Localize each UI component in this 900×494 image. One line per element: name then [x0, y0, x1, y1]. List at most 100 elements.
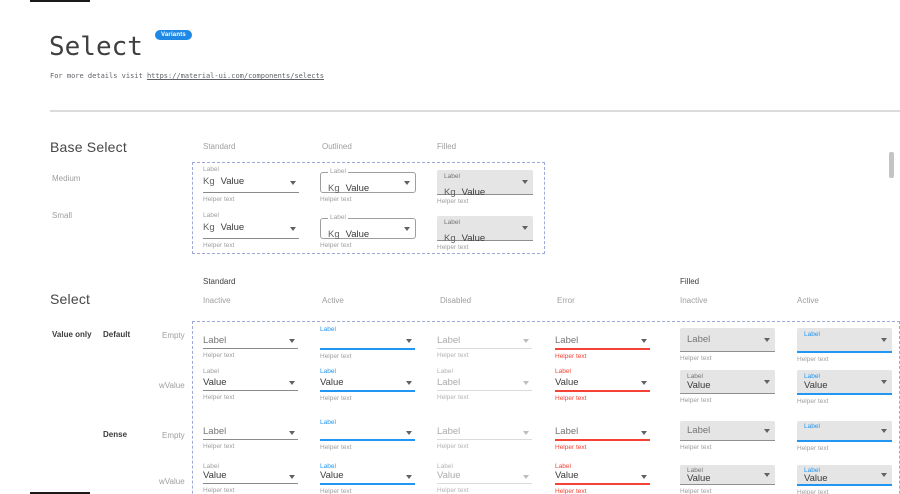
select-value-text: Value	[220, 176, 245, 187]
variants-badge[interactable]: Variants	[155, 30, 192, 40]
select-filled-box[interactable]: Label	[680, 328, 775, 352]
page-title: Select	[49, 32, 143, 62]
select-value-text: Value	[345, 183, 370, 194]
select-filled-box[interactable]: Label Kg Value	[437, 216, 533, 244]
docs-link[interactable]: https://material-ui.com/components/selec…	[146, 72, 324, 80]
select-prefix: Kg	[444, 233, 456, 244]
select-value: Label	[555, 335, 579, 346]
select-standard-disabled-default-wvalue[interactable]: Label Label Helper text	[437, 368, 532, 401]
dropdown-arrow-icon	[289, 431, 295, 435]
select-standard-disabled-default-empty[interactable]: Label Helper text	[437, 326, 532, 359]
select-label: Label	[444, 219, 460, 226]
state-label-wvalue-1: wValue	[159, 381, 185, 390]
dropdown-arrow-icon	[522, 180, 528, 184]
select-filled-box[interactable]: Label	[680, 421, 775, 441]
select-label: Label	[437, 368, 453, 375]
select-filled-inactive-dense-wvalue[interactable]: Label Value Helper text	[680, 463, 775, 494]
select-helper-text: Helper text	[437, 198, 469, 205]
select-value: Kg Value	[328, 224, 369, 242]
dropdown-arrow-icon	[523, 339, 529, 343]
select-value: Label	[437, 377, 461, 388]
dropdown-arrow-icon	[406, 339, 412, 343]
select-filled-box[interactable]: Label Value	[680, 465, 775, 485]
select-helper-text: Helper text	[555, 488, 587, 494]
dropdown-arrow-icon	[404, 227, 410, 231]
select-value: Label	[687, 425, 711, 436]
dropdown-arrow-icon	[881, 428, 887, 433]
scrollbar-thumb[interactable]	[889, 152, 894, 178]
col-header-filled-inactive: Inactive	[680, 296, 708, 305]
dropdown-arrow-icon	[764, 337, 770, 342]
select-label: Label	[687, 467, 703, 474]
select-value: Value	[320, 377, 344, 388]
select-standard-error-dense-empty[interactable]: Label Helper text	[555, 419, 650, 451]
select-outlined-box[interactable]: Kg Value	[320, 172, 416, 194]
select-standard-active-dense-empty[interactable]: Label Helper text	[320, 419, 415, 451]
select-value: Label	[555, 426, 579, 437]
select-standard-inactive-dense-wvalue[interactable]: Label Value Helper text	[203, 463, 298, 494]
dropdown-arrow-icon	[522, 226, 528, 230]
dropdown-arrow-icon	[523, 431, 529, 435]
select-helper-text: Helper text	[320, 488, 352, 494]
select-value: Value	[203, 377, 227, 388]
select-filled-inactive-default-empty[interactable]: Label Helper text	[680, 326, 775, 362]
select-standard-error-dense-wvalue[interactable]: Label Value Helper text	[555, 463, 650, 494]
select-filled-box[interactable]: Label Kg Value	[437, 170, 533, 198]
base-select-standard[interactable]: Label Kg Value Helper text	[203, 212, 299, 249]
dropdown-arrow-icon	[881, 472, 887, 477]
select-label: Label	[320, 368, 336, 375]
select-value: Value	[555, 470, 579, 481]
select-filled-active-dense-wvalue[interactable]: Label Value Helper text	[797, 463, 892, 494]
size-label-dense: Dense	[103, 430, 128, 439]
select-helper-text: Helper text	[437, 394, 469, 401]
select-value: Value	[687, 380, 711, 391]
select-prefix: Kg	[203, 222, 215, 233]
select-label: Label	[328, 168, 348, 176]
select-filled-box[interactable]: Label	[797, 328, 892, 353]
select-filled-box[interactable]: Label Value	[797, 370, 892, 395]
base-select-filled[interactable]: Label Kg Value Helper text	[437, 212, 533, 251]
dropdown-arrow-icon	[641, 339, 647, 343]
select-value: Kg Value	[203, 171, 244, 189]
select-standard-active-default-empty[interactable]: Label Helper text	[320, 326, 415, 360]
dropdown-arrow-icon	[404, 181, 410, 185]
dropdown-arrow-icon	[289, 381, 295, 385]
select-label: Label	[328, 214, 348, 222]
select-filled-box[interactable]: Label	[797, 421, 892, 442]
select-standard-inactive-default-wvalue[interactable]: Label Value Helper text	[203, 368, 298, 401]
select-helper-text: Helper text	[797, 398, 829, 405]
select-outlined-box[interactable]: Kg Value	[320, 218, 416, 242]
select-filled-active-default-empty[interactable]: Label Helper text	[797, 326, 892, 363]
base-select-standard[interactable]: Label Kg Value Helper text	[203, 166, 299, 203]
select-standard-active-default-wvalue[interactable]: Label Value Helper text	[320, 368, 415, 402]
dropdown-arrow-icon	[406, 431, 412, 435]
state-label-wvalue-2: wValue	[159, 477, 185, 486]
select-standard-disabled-dense-wvalue[interactable]: Label Value Helper text	[437, 463, 532, 494]
select-filled-active-dense-empty[interactable]: Label Helper text	[797, 419, 892, 452]
select-helper-text: Helper text	[680, 355, 712, 362]
select-standard-error-default-wvalue[interactable]: Label Value Helper text	[555, 368, 650, 402]
select-filled-inactive-dense-empty[interactable]: Label Helper text	[680, 419, 775, 451]
select-standard-disabled-dense-empty[interactable]: Label Helper text	[437, 419, 532, 450]
select-filled-box[interactable]: Label Value	[797, 465, 892, 486]
select-standard-active-dense-wvalue[interactable]: Label Value Helper text	[320, 463, 415, 494]
base-select-filled[interactable]: Label Kg Value Helper text	[437, 166, 533, 205]
select-helper-text: Helper text	[555, 395, 587, 402]
select-filled-inactive-default-wvalue[interactable]: Label Value Helper text	[680, 368, 775, 404]
select-filled-box[interactable]: Label Value	[680, 370, 775, 394]
base-col-header-standard: Standard	[203, 142, 236, 151]
select-value: Value	[687, 472, 711, 484]
col-header-filled-active: Active	[797, 296, 819, 305]
base-select-outlined[interactable]: Kg Value Label Helper text	[320, 212, 416, 249]
dropdown-arrow-icon	[290, 181, 296, 185]
select-standard-error-default-empty[interactable]: Label Helper text	[555, 326, 650, 360]
base-select-outlined[interactable]: Kg Value Label Helper text	[320, 166, 416, 203]
select-standard-inactive-dense-empty[interactable]: Label Helper text	[203, 419, 298, 450]
select-standard-inactive-default-empty[interactable]: Label Helper text	[203, 326, 298, 359]
select-value: Label	[437, 335, 461, 346]
select-filled-active-default-wvalue[interactable]: Label Value Helper text	[797, 368, 892, 405]
select-value: Label	[203, 426, 227, 437]
state-label-empty-2: Empty	[162, 431, 185, 440]
select-value: Value	[437, 470, 461, 481]
